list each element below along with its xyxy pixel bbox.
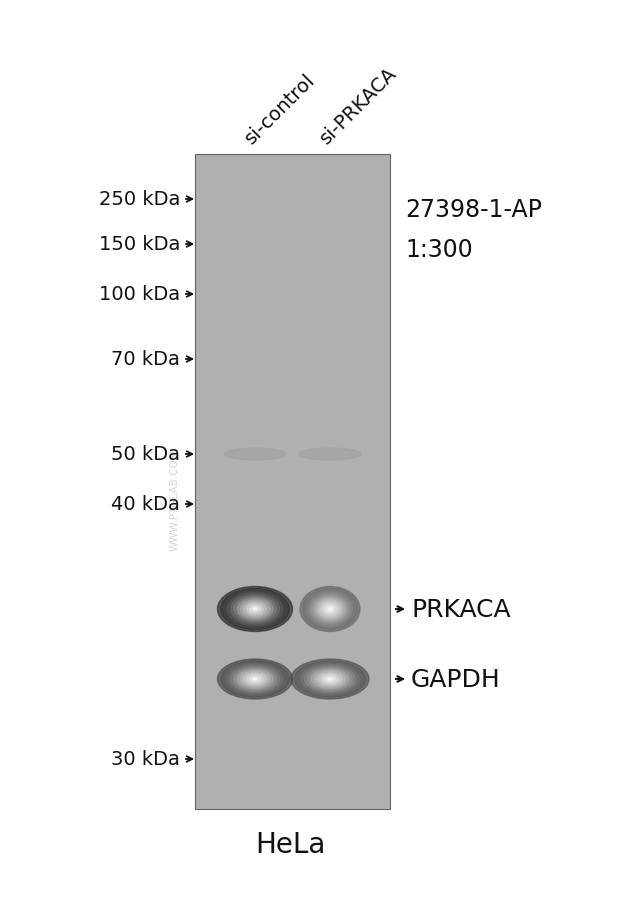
Text: HeLa: HeLa xyxy=(255,830,325,858)
Ellipse shape xyxy=(301,665,359,694)
Ellipse shape xyxy=(231,667,279,693)
Text: 250 kDa: 250 kDa xyxy=(99,190,180,209)
Ellipse shape xyxy=(300,587,360,631)
Ellipse shape xyxy=(234,667,276,691)
Ellipse shape xyxy=(313,596,347,622)
Ellipse shape xyxy=(247,675,263,684)
Ellipse shape xyxy=(250,676,260,682)
Text: 70 kDa: 70 kDa xyxy=(111,350,180,369)
Ellipse shape xyxy=(221,661,289,697)
Text: si-PRKACA: si-PRKACA xyxy=(317,64,401,148)
Ellipse shape xyxy=(299,448,361,461)
Bar xyxy=(195,155,390,809)
Ellipse shape xyxy=(328,678,332,680)
Ellipse shape xyxy=(298,663,362,695)
Ellipse shape xyxy=(308,593,352,626)
Ellipse shape xyxy=(329,608,331,611)
Ellipse shape xyxy=(240,601,270,618)
Ellipse shape xyxy=(217,587,292,631)
Ellipse shape xyxy=(224,663,286,695)
Text: 1:300: 1:300 xyxy=(405,238,472,262)
Text: WWW.PTGLAB.COM: WWW.PTGLAB.COM xyxy=(170,448,180,550)
Ellipse shape xyxy=(243,673,267,686)
Ellipse shape xyxy=(243,603,267,616)
Ellipse shape xyxy=(221,589,289,630)
Ellipse shape xyxy=(302,589,358,630)
Ellipse shape xyxy=(324,676,336,682)
Text: 30 kDa: 30 kDa xyxy=(111,750,180,769)
Ellipse shape xyxy=(314,671,346,687)
Ellipse shape xyxy=(217,659,292,699)
Ellipse shape xyxy=(253,678,257,680)
Ellipse shape xyxy=(321,675,339,684)
Ellipse shape xyxy=(326,606,334,612)
Ellipse shape xyxy=(304,667,356,693)
Ellipse shape xyxy=(237,599,273,621)
Ellipse shape xyxy=(316,599,344,621)
Ellipse shape xyxy=(318,601,342,618)
Text: 27398-1-AP: 27398-1-AP xyxy=(405,198,542,222)
Ellipse shape xyxy=(311,594,349,624)
Text: 50 kDa: 50 kDa xyxy=(111,445,180,464)
Ellipse shape xyxy=(250,606,260,612)
Ellipse shape xyxy=(291,659,369,699)
Ellipse shape xyxy=(318,673,342,686)
Text: 100 kDa: 100 kDa xyxy=(99,285,180,304)
Ellipse shape xyxy=(234,596,276,622)
Ellipse shape xyxy=(294,661,366,697)
Text: PRKACA: PRKACA xyxy=(411,597,511,621)
Ellipse shape xyxy=(224,591,286,628)
Ellipse shape xyxy=(231,594,279,624)
Ellipse shape xyxy=(247,604,263,614)
Ellipse shape xyxy=(240,671,270,687)
Ellipse shape xyxy=(323,604,337,614)
Ellipse shape xyxy=(321,603,339,616)
Text: si-control: si-control xyxy=(242,70,319,148)
Text: GAPDH: GAPDH xyxy=(411,667,501,691)
Ellipse shape xyxy=(237,669,273,689)
Ellipse shape xyxy=(224,448,286,461)
Ellipse shape xyxy=(253,608,257,611)
Ellipse shape xyxy=(228,593,282,626)
Ellipse shape xyxy=(228,665,282,694)
Text: 150 kDa: 150 kDa xyxy=(99,235,180,254)
Ellipse shape xyxy=(311,669,349,689)
Ellipse shape xyxy=(305,591,355,628)
Text: 40 kDa: 40 kDa xyxy=(111,495,180,514)
Ellipse shape xyxy=(308,667,352,691)
